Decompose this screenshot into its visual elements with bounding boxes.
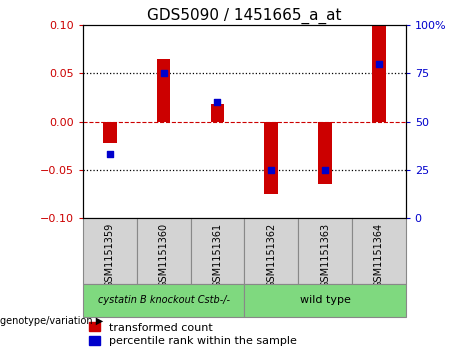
Bar <box>83 217 137 284</box>
Bar <box>372 25 385 122</box>
Point <box>160 70 167 76</box>
Bar <box>298 217 352 284</box>
Bar <box>211 104 224 122</box>
Text: cystatin B knockout Cstb-/-: cystatin B knockout Cstb-/- <box>98 295 230 305</box>
Point <box>106 151 113 157</box>
Bar <box>137 217 190 284</box>
Point <box>214 99 221 105</box>
Text: GSM1151362: GSM1151362 <box>266 223 276 288</box>
Bar <box>103 122 117 143</box>
Text: GSM1151361: GSM1151361 <box>213 223 223 288</box>
Point <box>267 167 275 172</box>
Bar <box>265 122 278 193</box>
Bar <box>190 217 244 284</box>
Text: genotype/variation ▶: genotype/variation ▶ <box>0 316 103 326</box>
Title: GDS5090 / 1451665_a_at: GDS5090 / 1451665_a_at <box>147 8 342 24</box>
Point <box>375 61 383 67</box>
Bar <box>157 59 171 122</box>
Bar <box>83 284 244 317</box>
Text: GSM1151363: GSM1151363 <box>320 223 330 288</box>
Text: GSM1151360: GSM1151360 <box>159 223 169 288</box>
Point <box>321 167 329 172</box>
Bar <box>244 284 406 317</box>
Text: GSM1151359: GSM1151359 <box>105 223 115 288</box>
Bar <box>318 122 332 184</box>
Legend: transformed count, percentile rank within the sample: transformed count, percentile rank withi… <box>89 322 296 346</box>
Text: wild type: wild type <box>300 295 350 305</box>
Bar <box>352 217 406 284</box>
Text: GSM1151364: GSM1151364 <box>374 223 384 288</box>
Bar <box>244 217 298 284</box>
